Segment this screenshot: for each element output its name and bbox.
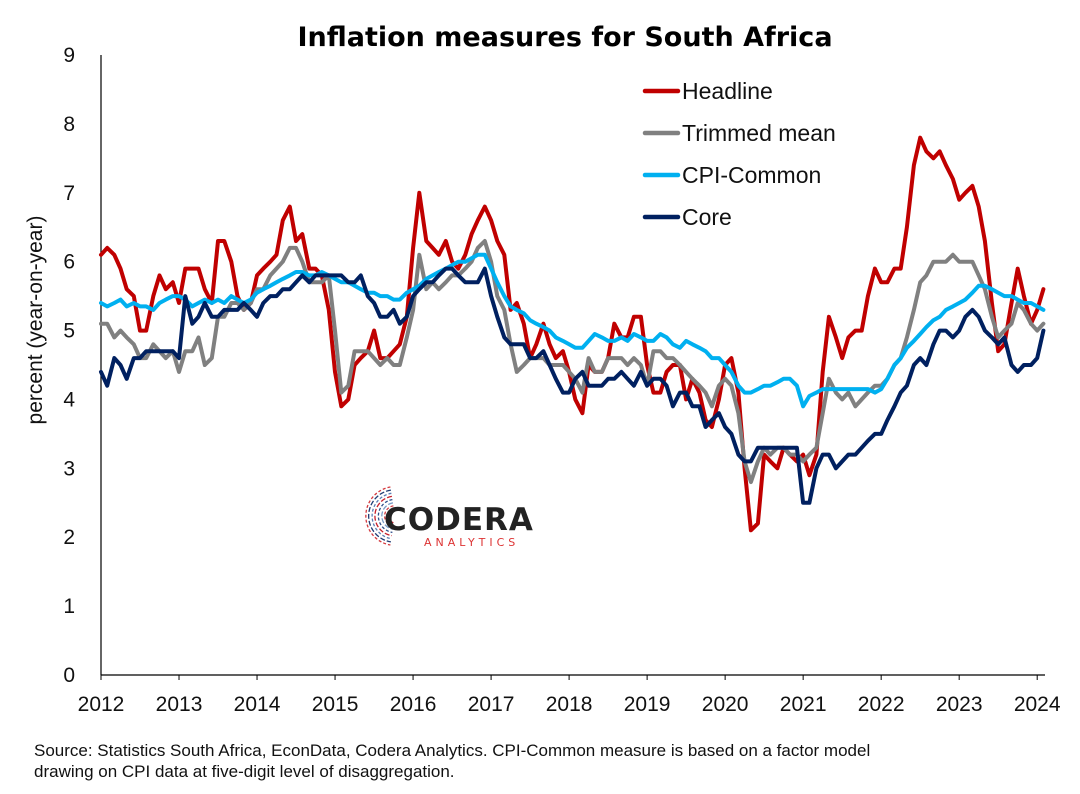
logo-fingerprint-arc	[377, 498, 393, 534]
chart-title: Inflation measures for South Africa	[297, 22, 832, 53]
x-tick-label: 2013	[156, 693, 203, 716]
y-tick-label: 5	[63, 320, 75, 343]
x-tick-label: 2023	[936, 693, 983, 716]
y-tick-label: 1	[63, 595, 75, 618]
codera-logo: CODERA ANALYTICS	[365, 486, 534, 549]
logo-fingerprint-arc	[365, 486, 391, 546]
codera-logo-mark	[365, 486, 395, 546]
series-line-cpi-common	[99, 252, 1046, 409]
x-tick-label: 2024	[1014, 693, 1061, 716]
y-tick-label: 2	[63, 526, 75, 549]
x-tick-label: 2015	[312, 693, 359, 716]
series-layer	[99, 135, 1046, 533]
legend-label-trimmed-mean: Trimmed mean	[682, 120, 836, 146]
source-note-line-1: Source: Statistics South Africa, EconDat…	[34, 741, 871, 760]
x-tick-label: 2016	[390, 693, 437, 716]
logo-fingerprint-arc	[371, 492, 392, 540]
inflation-chart: Inflation measures for South Africa perc…	[24, 22, 1061, 716]
y-tick-label: 6	[63, 251, 75, 274]
series-line-headline	[99, 135, 1046, 533]
x-tick-label: 2014	[234, 693, 281, 716]
x-tick-label: 2019	[624, 693, 671, 716]
y-tick-label: 9	[63, 44, 75, 67]
legend-label-headline: Headline	[682, 78, 773, 104]
y-tick-label: 3	[63, 457, 75, 480]
x-tick-label: 2018	[546, 693, 593, 716]
legend-label-core: Core	[682, 204, 732, 230]
series-line-core	[99, 266, 1046, 505]
y-tick-label: 7	[63, 182, 75, 205]
logo-name: CODERA	[384, 502, 534, 538]
x-tick-label: 2022	[858, 693, 905, 716]
legend-label-cpi-common: CPI-Common	[682, 162, 821, 188]
logo-fingerprint-arc	[387, 508, 395, 524]
logo-subtitle: ANALYTICS	[424, 536, 519, 549]
logo-fingerprint-arc	[374, 495, 392, 537]
y-tick-label: 0	[63, 664, 75, 687]
x-tick-label: 2012	[78, 693, 125, 716]
y-tick-label: 8	[63, 113, 75, 136]
x-tick-label: 2020	[702, 693, 749, 716]
logo-fingerprint-arc	[381, 502, 394, 530]
logo-fingerprint-arc	[368, 489, 391, 543]
y-tick-label: 4	[63, 388, 75, 411]
axes: 0 1 2 3 4 5 6 7 8 9 2012 2013 2014 2015 2016 2017 2018 20…	[63, 44, 1061, 716]
series-line-trimmed-mean	[99, 239, 1046, 485]
x-tick-label: 2021	[780, 693, 827, 716]
x-tick-label: 2017	[468, 693, 515, 716]
legend: Headline Trimmed mean CPI-Common Core	[642, 78, 836, 230]
logo-fingerprint-arc	[384, 505, 394, 527]
source-note: Source: Statistics South Africa, EconDat…	[34, 740, 1034, 782]
source-note-line-2: drawing on CPI data at five-digit level …	[34, 762, 455, 781]
y-axis-label: percent (year-on-year)	[24, 216, 47, 425]
